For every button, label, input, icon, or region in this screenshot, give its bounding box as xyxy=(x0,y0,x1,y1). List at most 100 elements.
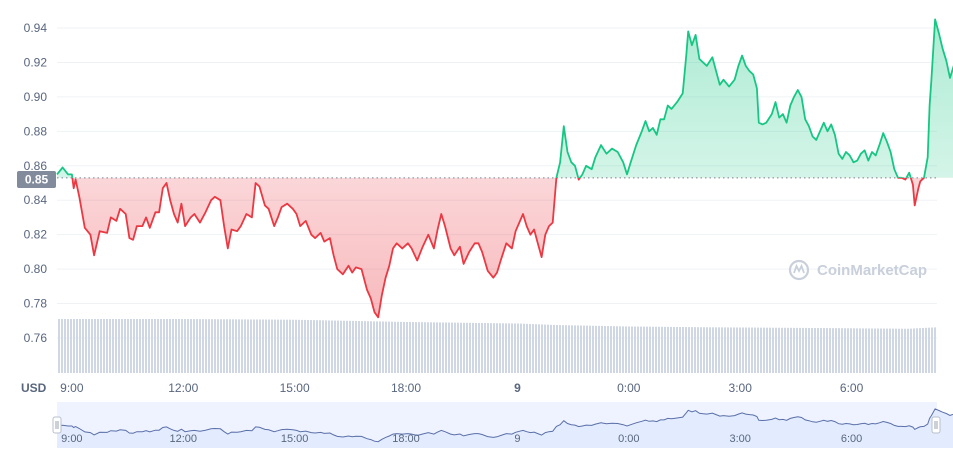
volume-bar xyxy=(406,321,408,373)
volume-bar xyxy=(871,328,873,373)
volume-bar xyxy=(253,319,255,373)
volume-bar xyxy=(691,327,693,373)
volume-bar xyxy=(610,326,612,373)
y-tick-label: 0.92 xyxy=(24,55,48,69)
volume-bar xyxy=(112,319,114,373)
volume-bar xyxy=(868,328,870,373)
volume-bar xyxy=(145,319,147,373)
volume-bar xyxy=(739,327,741,373)
volume-bar xyxy=(913,328,915,373)
volume-bar xyxy=(676,326,678,373)
volume-bar xyxy=(394,321,396,373)
volume-bar xyxy=(496,323,498,373)
volume-bar xyxy=(436,322,438,373)
volume-bar xyxy=(757,327,759,373)
volume-bar xyxy=(505,323,507,373)
volume-bar xyxy=(289,319,291,373)
volume-bar xyxy=(364,321,366,373)
volume-bar xyxy=(886,328,888,373)
navigator-tick-label: 9:00 xyxy=(61,433,82,445)
volume-bar xyxy=(175,319,177,373)
volume-bar xyxy=(775,327,777,373)
volume-bar xyxy=(445,322,447,373)
volume-bar xyxy=(772,327,774,373)
price-line-up xyxy=(56,18,953,178)
volume-bar xyxy=(487,323,489,373)
volume-bar xyxy=(166,319,168,373)
volume-bar xyxy=(217,319,219,373)
volume-bar xyxy=(304,319,306,373)
volume-bar xyxy=(280,319,282,373)
volume-bar xyxy=(415,322,417,373)
volume-bar xyxy=(604,325,606,373)
volume-bar xyxy=(457,322,459,373)
volume-bar xyxy=(673,326,675,373)
navigator-tick-label: 12:00 xyxy=(169,433,197,445)
volume-bar xyxy=(160,319,162,373)
volume-bar xyxy=(493,323,495,373)
volume-bar xyxy=(214,319,216,373)
volume-bar xyxy=(70,319,72,373)
navigator-left-handle[interactable] xyxy=(52,416,62,434)
x-tick-label: 0:00 xyxy=(617,381,641,395)
navigator[interactable]: 9:00 12:00 15:00 18:00 9 0:00 3:00 6:00 xyxy=(52,402,953,448)
volume-bar xyxy=(154,319,156,373)
volume-bar xyxy=(823,328,825,373)
volume-bar xyxy=(196,319,198,373)
volume-bar xyxy=(832,328,834,373)
volume-bar xyxy=(877,328,879,373)
volume-bar xyxy=(433,322,435,373)
y-tick-label: 0.76 xyxy=(24,331,48,345)
volume-bar xyxy=(679,327,681,373)
volume-bars xyxy=(58,319,936,373)
volume-bar xyxy=(922,328,924,373)
volume-bar xyxy=(529,323,531,373)
volume-bar xyxy=(895,328,897,373)
volume-bar xyxy=(124,319,126,373)
volume-bar xyxy=(751,327,753,373)
volume-bar xyxy=(229,319,231,373)
volume-bar xyxy=(523,323,525,373)
volume-bar xyxy=(106,319,108,373)
volume-bar xyxy=(244,319,246,373)
volume-bar xyxy=(295,319,297,373)
volume-bar xyxy=(634,326,636,373)
volume-bar xyxy=(763,327,765,373)
volume-bar xyxy=(385,321,387,373)
volume-bar xyxy=(316,320,318,373)
volume-bar xyxy=(418,322,420,373)
volume-bar xyxy=(508,323,510,373)
volume-bar xyxy=(97,319,99,373)
volume-bar xyxy=(262,319,264,373)
volume-bar xyxy=(490,323,492,373)
volume-bar xyxy=(298,319,300,373)
volume-bar xyxy=(397,321,399,373)
volume-bar xyxy=(247,319,249,373)
volume-bar xyxy=(880,328,882,373)
volume-bar xyxy=(325,320,327,373)
volume-bar xyxy=(331,320,333,373)
volume-bar xyxy=(208,319,210,373)
navigator-right-handle[interactable] xyxy=(931,416,941,434)
volume-bar xyxy=(631,326,633,373)
volume-bar xyxy=(715,327,717,373)
volume-bar xyxy=(709,327,711,373)
volume-bar xyxy=(388,321,390,373)
navigator-tick-label: 0:00 xyxy=(618,433,639,445)
volume-bar xyxy=(748,327,750,373)
current-price-label: 0.85 xyxy=(25,173,49,187)
volume-bar xyxy=(310,320,312,373)
volume-bar xyxy=(514,323,516,373)
y-tick-label: 0.82 xyxy=(24,228,48,242)
volume-bar xyxy=(664,326,666,373)
volume-bar xyxy=(502,323,504,373)
volume-bar xyxy=(601,325,603,373)
volume-bar xyxy=(901,328,903,373)
volume-bar xyxy=(469,322,471,373)
volume-bar xyxy=(499,323,501,373)
volume-bar xyxy=(130,319,132,373)
y-tick-label: 0.86 xyxy=(24,159,48,173)
volume-bar xyxy=(79,319,81,373)
